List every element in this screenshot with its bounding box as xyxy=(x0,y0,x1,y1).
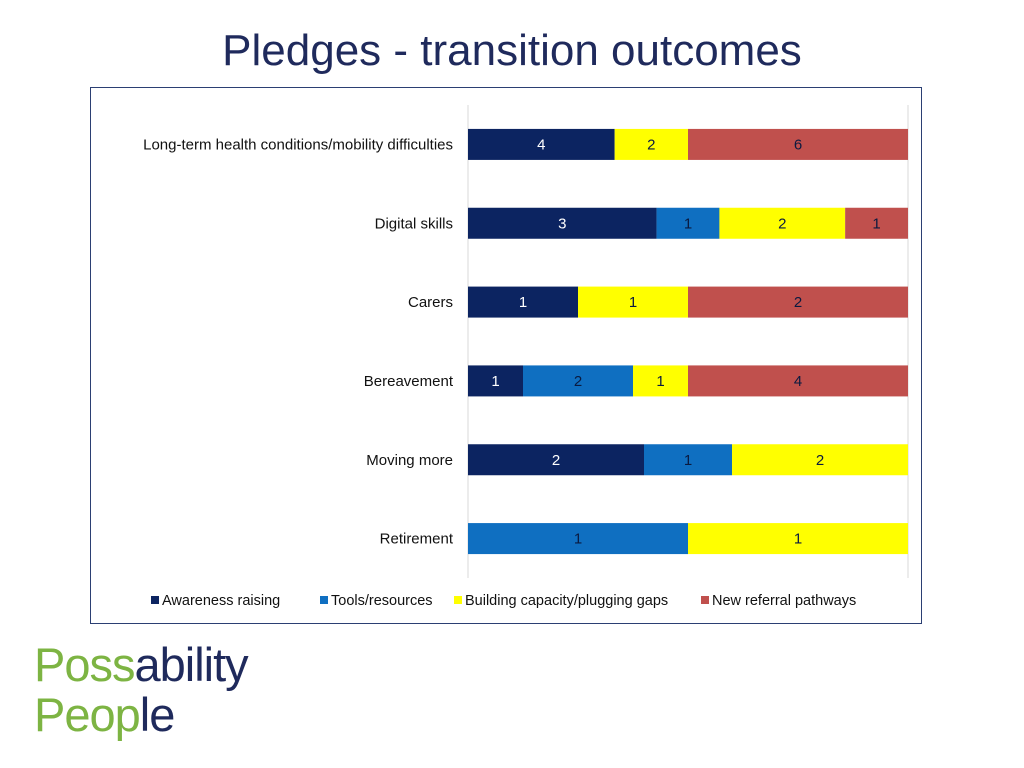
page-title: Pledges - transition outcomes xyxy=(222,26,802,75)
category-label-moving-more: Moving more xyxy=(366,452,453,469)
category-label-long-term-health-conditions-mobility-difficulties: Long-term health conditions/mobility dif… xyxy=(143,136,453,153)
bar-bereavement-building-capacity-plugging-gaps xyxy=(633,365,688,397)
legend-label-new-referral-pathways: New referral pathways xyxy=(712,593,856,609)
data-label-digital-skills-new-referral-pathways: 1 xyxy=(872,215,880,232)
bar-long-term-health-conditions-mobility-difficulties-awareness-raising xyxy=(468,128,615,160)
bar-carers-building-capacity-plugging-gaps xyxy=(578,286,688,318)
bar-bereavement-awareness-raising xyxy=(468,365,523,397)
logo-text-peop: Peop xyxy=(34,688,141,741)
bar-digital-skills-tools-resources xyxy=(656,207,720,239)
data-label-long-term-health-conditions-mobility-difficulties-new-referral-pathways: 6 xyxy=(794,136,802,153)
legend-label-building-capacity-plugging-gaps: Building capacity/plugging gaps xyxy=(465,593,668,609)
data-label-moving-more-building-capacity-plugging-gaps: 2 xyxy=(816,452,824,469)
category-label-retirement: Retirement xyxy=(380,531,454,548)
bar-carers-awareness-raising xyxy=(468,286,578,318)
logo-line-2: People xyxy=(34,690,248,740)
logo-text-ability: ability xyxy=(134,638,249,691)
bar-retirement-tools-resources xyxy=(468,523,688,555)
legend-label-awareness-raising: Awareness raising xyxy=(162,593,280,609)
data-label-bereavement-awareness-raising: 1 xyxy=(491,373,499,390)
legend-swatch-awareness-raising xyxy=(151,596,159,604)
category-label-digital-skills: Digital skills xyxy=(375,215,453,232)
possability-people-logo: Possability People xyxy=(34,638,249,740)
data-label-retirement-tools-resources: 1 xyxy=(574,531,582,548)
bar-retirement-building-capacity-plugging-gaps xyxy=(688,523,908,555)
bar-digital-skills-awareness-raising xyxy=(468,207,657,239)
legend-swatch-tools-resources xyxy=(320,596,328,604)
data-label-carers-building-capacity-plugging-gaps: 1 xyxy=(629,294,637,311)
bar-bereavement-new-referral-pathways xyxy=(688,365,908,397)
bar-long-term-health-conditions-mobility-difficulties-new-referral-pathways xyxy=(688,128,908,160)
data-label-digital-skills-building-capacity-plugging-gaps: 2 xyxy=(778,215,786,232)
data-label-carers-awareness-raising: 1 xyxy=(519,294,527,311)
bar-carers-new-referral-pathways xyxy=(688,286,908,318)
category-label-bereavement: Bereavement xyxy=(364,373,454,390)
category-label-carers: Carers xyxy=(408,294,453,311)
data-label-moving-more-awareness-raising: 2 xyxy=(552,452,560,469)
bar-long-term-health-conditions-mobility-difficulties-building-capacity-plugging-gaps xyxy=(614,128,688,160)
stacked-bar-chart: Long-term health conditions/mobility dif… xyxy=(143,105,909,609)
legend-swatch-new-referral-pathways xyxy=(701,596,709,604)
data-label-digital-skills-tools-resources: 1 xyxy=(684,215,692,232)
bar-digital-skills-new-referral-pathways xyxy=(845,207,908,239)
bar-moving-more-tools-resources xyxy=(644,444,732,476)
data-label-retirement-building-capacity-plugging-gaps: 1 xyxy=(794,531,802,548)
legend-swatch-building-capacity-plugging-gaps xyxy=(454,596,462,604)
bar-bereavement-tools-resources xyxy=(523,365,633,397)
data-label-carers-new-referral-pathways: 2 xyxy=(794,294,802,311)
bar-digital-skills-building-capacity-plugging-gaps xyxy=(719,207,846,239)
bar-moving-more-building-capacity-plugging-gaps xyxy=(732,444,908,476)
logo-text-le: le xyxy=(139,688,176,741)
data-label-moving-more-tools-resources: 1 xyxy=(684,452,692,469)
chart-frame: Long-term health conditions/mobility dif… xyxy=(90,87,922,624)
logo-line-1: Possability xyxy=(34,638,249,691)
logo-text-poss: Poss xyxy=(34,638,135,691)
data-label-long-term-health-conditions-mobility-difficulties-building-capacity-plugging-gaps: 2 xyxy=(647,136,655,153)
bar-moving-more-awareness-raising xyxy=(468,444,644,476)
data-label-bereavement-tools-resources: 2 xyxy=(574,373,582,390)
data-label-bereavement-building-capacity-plugging-gaps: 1 xyxy=(656,373,664,390)
legend-label-tools-resources: Tools/resources xyxy=(331,593,433,609)
data-label-bereavement-new-referral-pathways: 4 xyxy=(794,373,802,390)
data-label-digital-skills-awareness-raising: 3 xyxy=(558,215,566,232)
data-label-long-term-health-conditions-mobility-difficulties-awareness-raising: 4 xyxy=(537,136,545,153)
